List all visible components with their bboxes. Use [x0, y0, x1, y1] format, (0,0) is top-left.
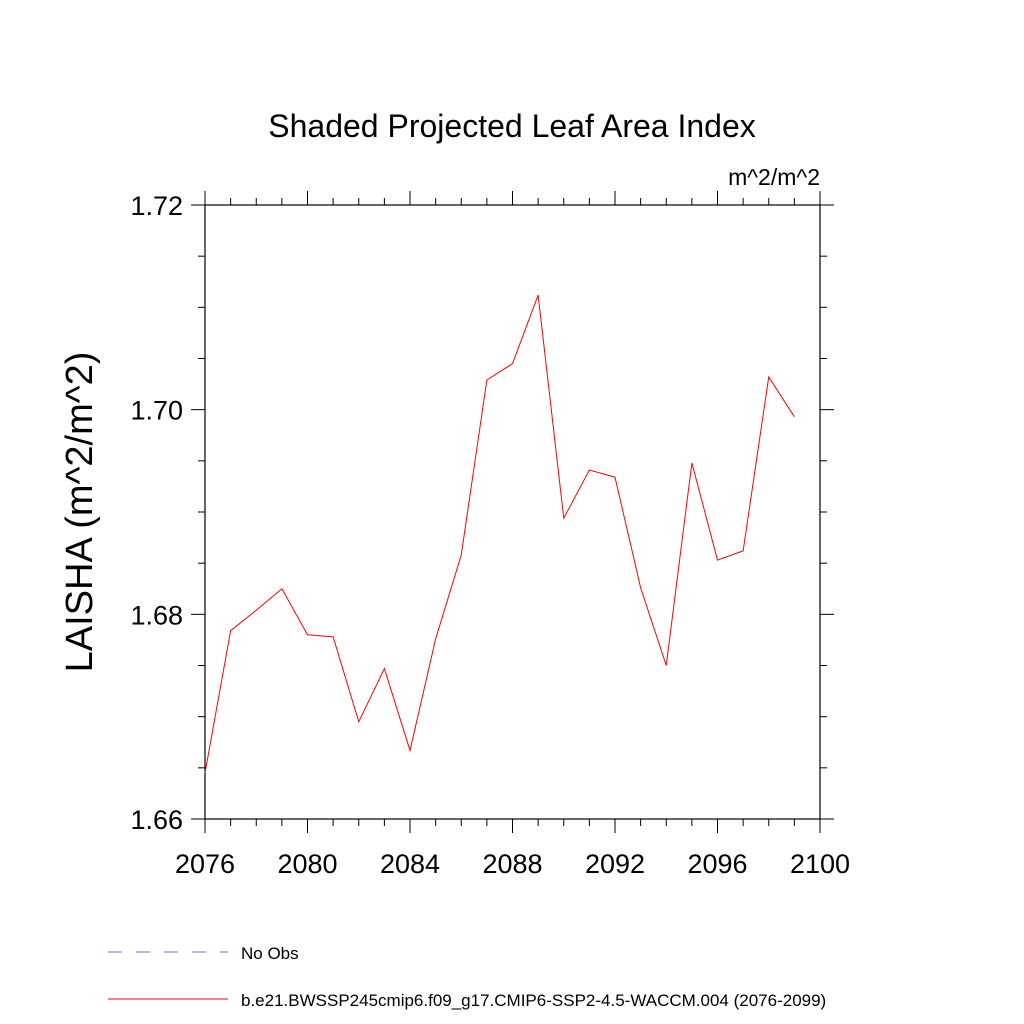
series-layer — [204, 294, 795, 774]
units-label: m^2/m^2 — [728, 164, 820, 190]
y-tick-label: 1.70 — [130, 396, 183, 426]
chart-title: Shaded Projected Leaf Area Index — [268, 108, 755, 144]
x-tick-label: 2076 — [175, 849, 235, 879]
y-axis-tick-labels: 1.66 1.68 1.70 1.72 — [130, 191, 183, 835]
x-tick-label: 2100 — [790, 849, 850, 879]
x-tick-label: 2092 — [585, 849, 645, 879]
legend-label-0: No Obs — [241, 944, 299, 963]
x-tick-label: 2084 — [380, 849, 440, 879]
y-tick-label: 1.66 — [130, 805, 183, 835]
y-axis-label: LAISHA (m^2/m^2) — [59, 352, 101, 673]
x-axis-ticks — [204, 191, 821, 833]
y-axis-ticks — [191, 204, 834, 820]
series-line — [204, 294, 795, 774]
x-axis-tick-labels: 2076 2080 2084 2088 2092 2096 2100 — [175, 849, 850, 879]
y-tick-label: 1.68 — [130, 600, 183, 630]
y-tick-label: 1.72 — [130, 191, 183, 221]
x-tick-label: 2088 — [482, 849, 542, 879]
x-tick-label: 2096 — [687, 849, 747, 879]
plot-frame — [204, 204, 821, 820]
legend-label-1: b.e21.BWSSP245cmip6.f09_g17.CMIP6-SSP2-4… — [241, 991, 826, 1010]
x-tick-label: 2080 — [277, 849, 337, 879]
legend: No Obs b.e21.BWSSP245cmip6.f09_g17.CMIP6-… — [108, 944, 826, 1010]
